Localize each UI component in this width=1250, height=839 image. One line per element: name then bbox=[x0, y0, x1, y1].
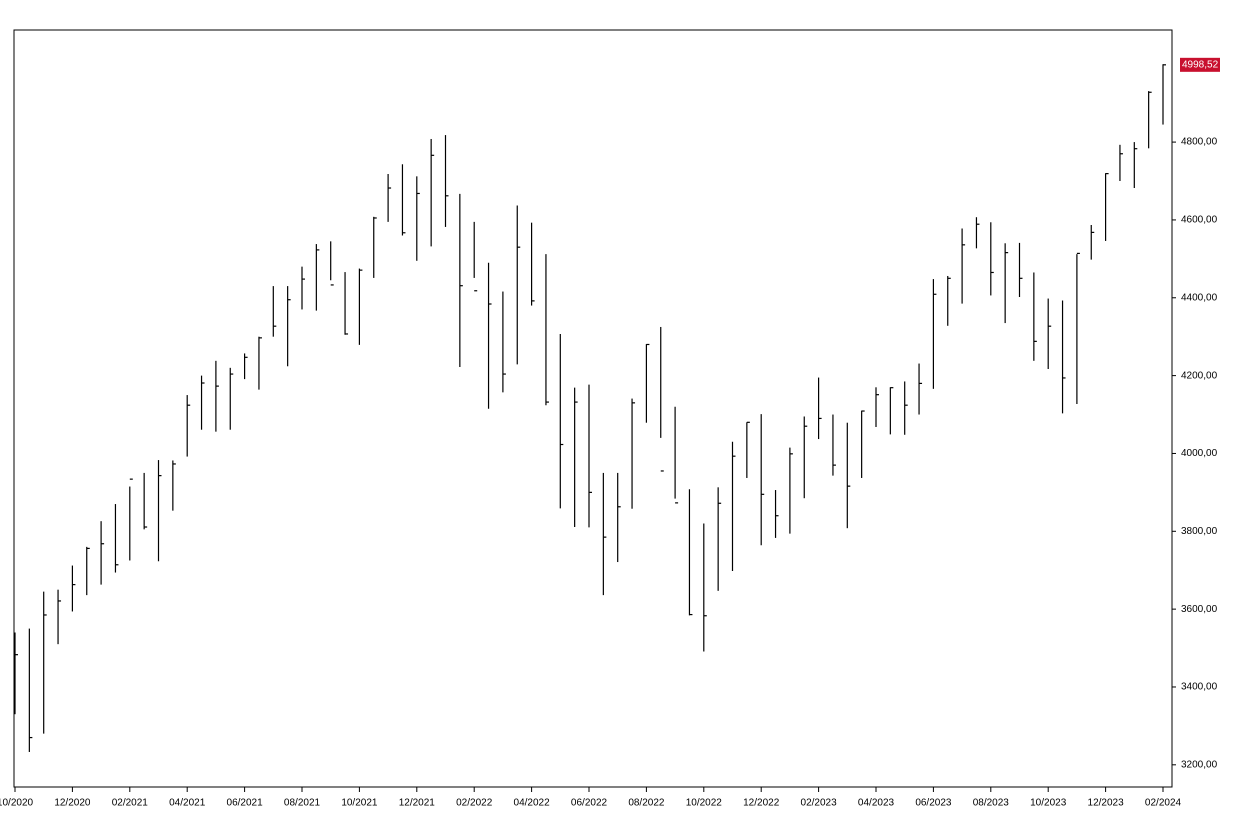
y-tick-label: 4600,00 bbox=[1181, 215, 1218, 226]
x-tick-label: 06/2021 bbox=[227, 798, 264, 809]
y-tick-label: 4200,00 bbox=[1181, 370, 1218, 381]
x-tick-label: 02/2024 bbox=[1145, 798, 1182, 809]
y-tick-label: 3600,00 bbox=[1181, 604, 1218, 615]
x-tick-label: 12/2021 bbox=[399, 798, 436, 809]
x-tick-label: 06/2022 bbox=[571, 798, 608, 809]
x-tick-label: 06/2023 bbox=[915, 798, 952, 809]
x-tick-label: 08/2022 bbox=[628, 798, 665, 809]
x-tick-label: 08/2021 bbox=[284, 798, 321, 809]
y-tick-label: 3800,00 bbox=[1181, 526, 1218, 537]
x-tick-label: 02/2021 bbox=[112, 798, 149, 809]
y-tick-label: 4800,00 bbox=[1181, 137, 1218, 148]
y-tick-label: 3200,00 bbox=[1181, 759, 1218, 770]
x-tick-label: 02/2023 bbox=[801, 798, 838, 809]
x-tick-label: 10/2023 bbox=[1030, 798, 1067, 809]
x-tick-label: 12/2020 bbox=[54, 798, 91, 809]
x-tick-label: 04/2021 bbox=[169, 798, 206, 809]
x-tick-label: 10/2021 bbox=[341, 798, 378, 809]
x-tick-label: 10/2022 bbox=[686, 798, 723, 809]
plot-frame bbox=[13, 29, 1173, 788]
last-value-box bbox=[1180, 57, 1220, 72]
x-tick-label: 02/2022 bbox=[456, 798, 493, 809]
x-tick-label: 04/2022 bbox=[514, 798, 551, 809]
x-tick-label: 10/2020 bbox=[0, 798, 34, 809]
y-tick-label: 4000,00 bbox=[1181, 448, 1218, 459]
y-tick-label: 4400,00 bbox=[1181, 292, 1218, 303]
last-value-label: 4998,52 bbox=[1182, 59, 1219, 70]
x-tick-label: 12/2023 bbox=[1088, 798, 1125, 809]
x-tick-label: 04/2023 bbox=[858, 798, 895, 809]
y-tick-label: 3400,00 bbox=[1181, 682, 1218, 693]
x-tick-label: 08/2023 bbox=[973, 798, 1010, 809]
x-tick-label: 12/2022 bbox=[743, 798, 780, 809]
